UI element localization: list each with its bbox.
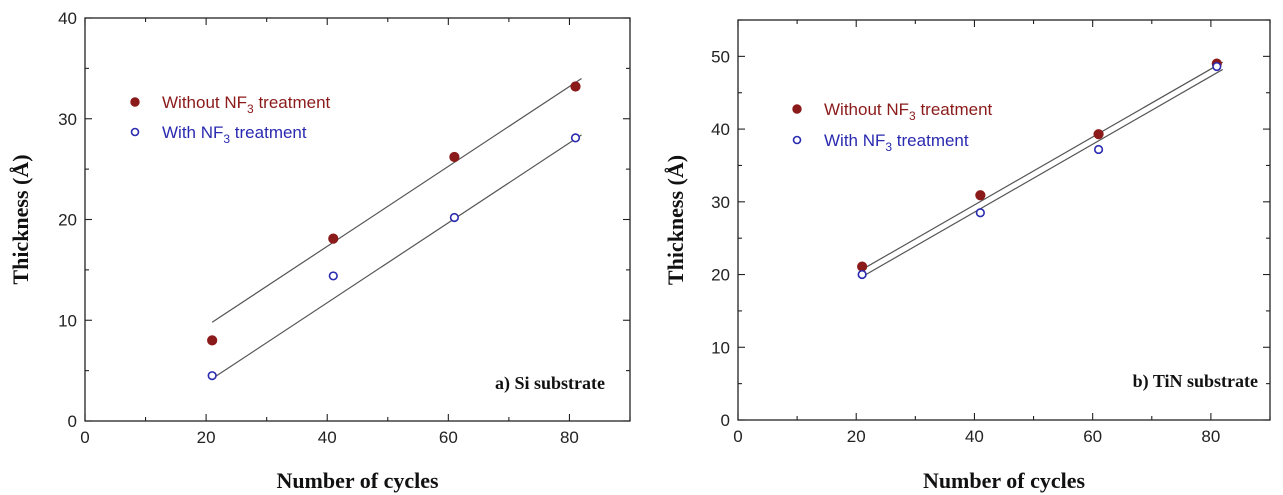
panel-annotation: a) Si substrate — [495, 373, 605, 394]
series-2 — [207, 133, 582, 381]
data-point — [857, 261, 868, 272]
fit-line — [211, 134, 582, 380]
x-tick-label: 60 — [439, 428, 458, 447]
legend-label: With NF3 treatment — [824, 131, 969, 154]
data-point — [207, 371, 217, 381]
y-tick-label: 20 — [711, 266, 730, 285]
legend-label-tail: treatment — [892, 131, 969, 150]
y-tick-label: 40 — [58, 9, 77, 28]
legend-label: Without NF3 treatment — [824, 100, 993, 123]
x-axis-title: Number of cycles — [923, 468, 1086, 493]
legend-label-main: With NF — [824, 131, 885, 150]
x-tick-label: 40 — [965, 427, 984, 446]
data-point — [328, 271, 338, 281]
legend-label-subscript: 3 — [247, 102, 254, 116]
y-tick-label: 50 — [711, 47, 730, 66]
y-tick-label: 0 — [721, 411, 730, 430]
y-axis-title: Thickness (Å) — [8, 154, 33, 284]
legend-label-main: Without NF — [824, 100, 909, 119]
data-point — [975, 208, 985, 218]
plot-frame — [737, 19, 1271, 421]
legend-marker — [130, 127, 140, 137]
y-tick-label: 30 — [711, 193, 730, 212]
x-tick-label: 20 — [847, 427, 866, 446]
series-1 — [857, 58, 1224, 272]
data-point — [1212, 61, 1222, 72]
y-axis-title: Thickness (Å) — [663, 155, 688, 285]
x-tick-label: 0 — [80, 428, 89, 447]
data-point — [449, 212, 459, 223]
y-tick-label: 30 — [58, 110, 77, 129]
data-point — [570, 133, 581, 143]
chart-panel-2: 0 20 40 60 80 0 10 20 30 40 50 Number of cycles Thic… — [663, 19, 1271, 493]
legend-label: With NF3 treatment — [162, 123, 307, 146]
data-point — [975, 190, 986, 201]
legend-label-main: Without NF — [162, 93, 247, 112]
x-axis-title: Number of cycles — [276, 468, 439, 493]
data-point — [857, 269, 867, 280]
legend-label-subscript: 3 — [223, 132, 230, 146]
x-tick-label: 20 — [197, 428, 216, 447]
chart-panel-1: 0 20 40 60 80 0 10 20 30 40 Number of cycles Thickn… — [8, 9, 631, 493]
fit-line — [861, 68, 1224, 278]
fit-line — [861, 61, 1224, 270]
y-tick-label: 0 — [68, 412, 77, 431]
legend-marker — [792, 104, 802, 114]
legend-marker — [130, 97, 140, 107]
data-point — [328, 233, 339, 244]
data-point — [449, 151, 460, 163]
data-point — [207, 335, 218, 346]
legend-label-subscript: 3 — [909, 109, 916, 123]
y-tick-label: 10 — [711, 338, 730, 357]
panel-annotation: b) TiN substrate — [1133, 371, 1258, 392]
x-tick-label: 0 — [733, 427, 742, 446]
x-tick-label: 80 — [1201, 427, 1220, 446]
y-tick-label: 10 — [58, 311, 77, 330]
fit-line — [211, 77, 582, 323]
plot-frame — [84, 17, 631, 422]
x-tick-label: 60 — [1083, 427, 1102, 446]
x-tick-label: 40 — [318, 428, 337, 447]
y-tick-label: 40 — [711, 120, 730, 139]
legend-marker — [792, 135, 802, 145]
data-point — [1093, 129, 1104, 140]
x-tick-label: 80 — [560, 428, 579, 447]
legend-label-tail: treatment — [254, 93, 331, 112]
series-2 — [857, 61, 1224, 280]
legend-label-main: With NF — [162, 123, 223, 142]
legend-label-tail: treatment — [916, 100, 993, 119]
legend-label: Without NF3 treatment — [162, 93, 331, 116]
series-1 — [207, 77, 582, 346]
data-point — [570, 81, 581, 92]
data-point — [1093, 144, 1104, 155]
legend-label-tail: treatment — [230, 123, 307, 142]
legend-label-subscript: 3 — [885, 140, 892, 154]
y-tick-label: 20 — [58, 211, 77, 230]
